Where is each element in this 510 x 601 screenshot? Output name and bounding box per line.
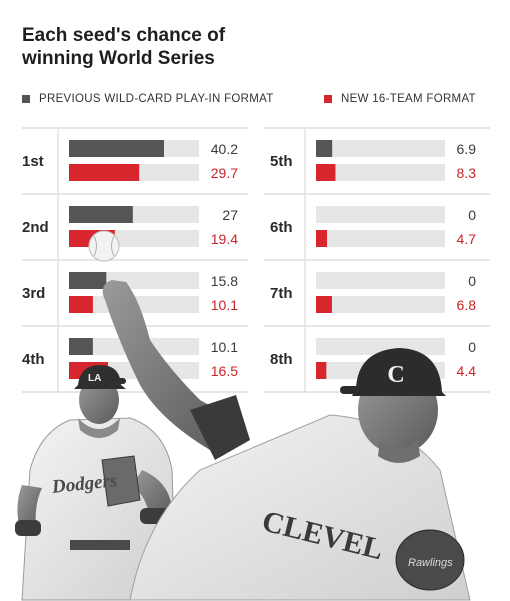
value-label-previous: 6.9 (457, 141, 477, 157)
legend-swatch-previous (22, 95, 30, 103)
value-label-new: 29.7 (211, 165, 238, 181)
value-label-new: 6.8 (457, 297, 477, 313)
value-label-new: 4.4 (457, 363, 477, 379)
bar-new (69, 164, 140, 181)
seed-label: 7th (270, 285, 293, 302)
legend-label-new: NEW 16-TEAM FORMAT (341, 93, 476, 105)
bar-previous (316, 140, 333, 157)
bar-track-previous (316, 338, 445, 355)
legend-swatch-new (324, 95, 332, 103)
value-label-new: 8.3 (457, 165, 477, 181)
seed-label: 6th (270, 219, 293, 236)
value-label-new: 10.1 (211, 297, 238, 313)
bar-track-new (316, 296, 445, 313)
value-label-previous: 0 (468, 207, 476, 223)
legend-item-new: NEW 16-TEAM FORMAT (324, 93, 476, 105)
value-label-previous: 10.1 (211, 339, 238, 355)
bar-track-new (316, 230, 445, 247)
bar-new (316, 362, 327, 379)
value-label-previous: 27 (222, 207, 238, 223)
bar-track-new (316, 164, 445, 181)
seed-label: 1st (22, 153, 44, 170)
legend: PREVIOUS WILD-CARD PLAY-IN FORMAT NEW 16… (22, 93, 492, 109)
value-label-previous: 0 (468, 339, 476, 355)
value-label-new: 16.5 (211, 363, 238, 379)
legend-item-previous: PREVIOUS WILD-CARD PLAY-IN FORMAT (22, 93, 274, 105)
value-label-previous: 40.2 (211, 141, 238, 157)
bar-new (316, 296, 332, 313)
bar-new (316, 230, 328, 247)
bar-previous (69, 338, 93, 355)
chart-title: Each seed's chance of winning World Seri… (22, 25, 226, 69)
seed-label: 3rd (22, 285, 45, 302)
seed-label: 8th (270, 351, 293, 368)
bar-new (316, 164, 336, 181)
bar-track-previous (316, 272, 445, 289)
value-label-new: 19.4 (211, 231, 238, 247)
bar-previous (69, 140, 165, 157)
seed-label: 5th (270, 153, 293, 170)
bar-new (69, 362, 108, 379)
bar-new (69, 230, 115, 247)
value-label-new: 4.7 (457, 231, 477, 247)
bar-track-previous (316, 140, 445, 157)
bar-previous (69, 272, 107, 289)
seed-label: 2nd (22, 219, 49, 236)
legend-label-previous: PREVIOUS WILD-CARD PLAY-IN FORMAT (39, 93, 274, 105)
bar-track-previous (316, 206, 445, 223)
value-label-previous: 0 (468, 273, 476, 289)
bar-track-new (316, 362, 445, 379)
bar-new (69, 296, 93, 313)
seed-label: 4th (22, 351, 45, 368)
bar-previous (69, 206, 133, 223)
value-label-previous: 15.8 (211, 273, 238, 289)
